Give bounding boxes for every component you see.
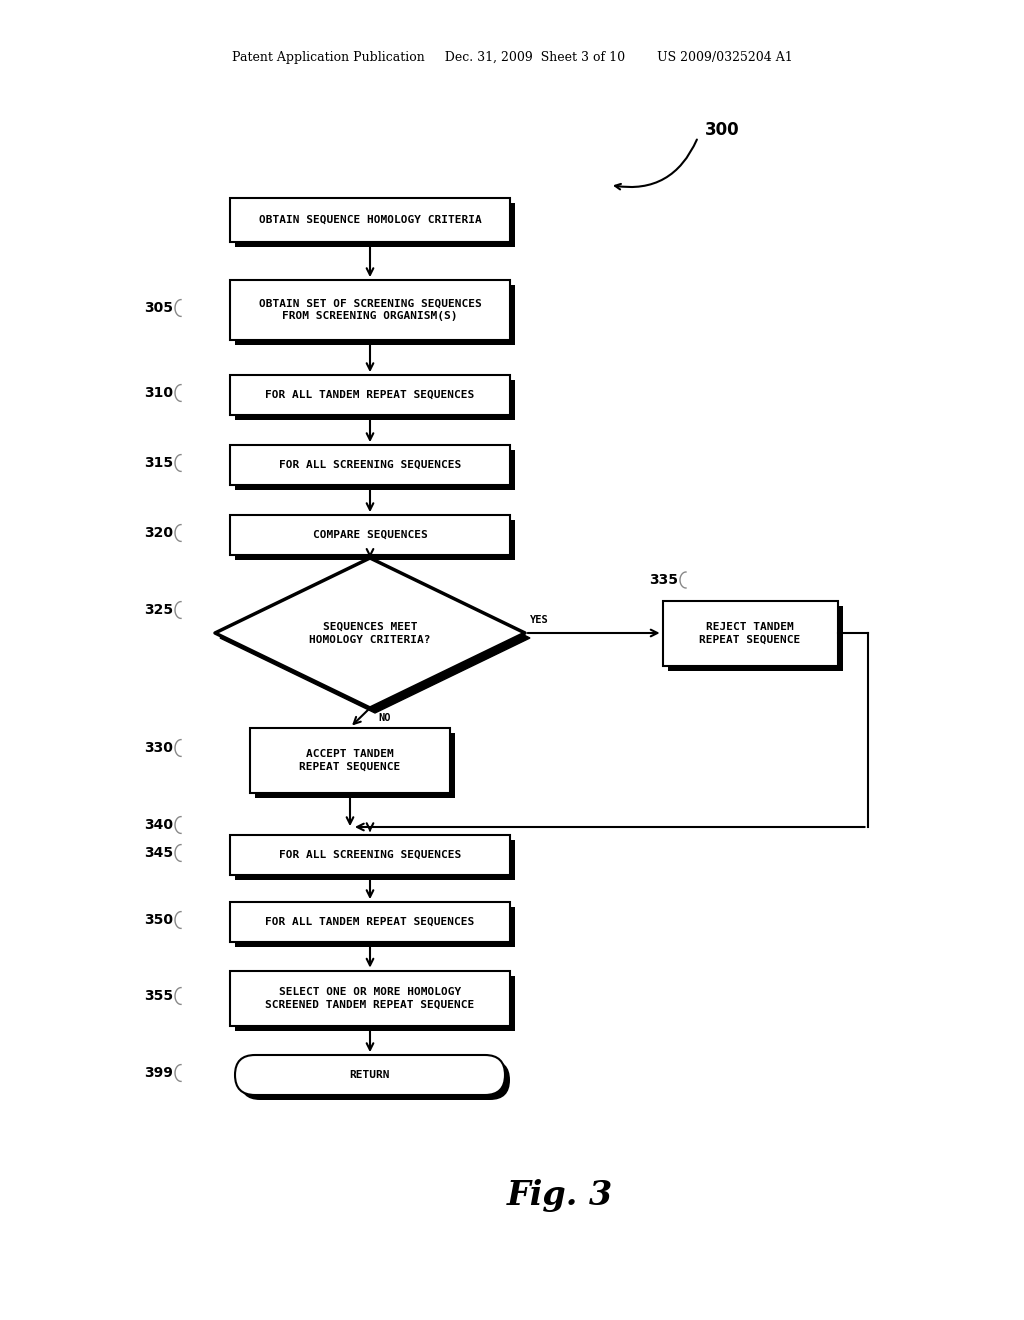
Bar [234,907,515,946]
Bar [234,520,515,560]
Bar [234,285,515,345]
Text: 325: 325 [144,603,173,616]
Text: YES: YES [530,615,549,624]
Text: 310: 310 [144,385,173,400]
Text: FOR ALL TANDEM REPEAT SEQUENCES: FOR ALL TANDEM REPEAT SEQUENCES [265,917,475,927]
Bar [250,727,450,792]
Text: ACCEPT TANDEM
REPEAT SEQUENCE: ACCEPT TANDEM REPEAT SEQUENCE [299,748,400,771]
Bar [230,198,510,242]
FancyBboxPatch shape [240,1060,510,1100]
Text: 320: 320 [144,525,173,540]
Text: COMPARE SEQUENCES: COMPARE SEQUENCES [312,531,427,540]
Text: REJECT TANDEM
REPEAT SEQUENCE: REJECT TANDEM REPEAT SEQUENCE [699,622,801,644]
Bar [230,970,510,1026]
Text: Fig. 3: Fig. 3 [507,1179,613,1212]
Text: SEQUENCES MEET
HOMOLOGY CRITERIA?: SEQUENCES MEET HOMOLOGY CRITERIA? [309,622,431,644]
Bar [234,450,515,490]
Text: 355: 355 [144,989,173,1003]
Bar [230,445,510,484]
Text: Patent Application Publication     Dec. 31, 2009  Sheet 3 of 10        US 2009/0: Patent Application Publication Dec. 31, … [231,51,793,65]
Bar [230,280,510,341]
Text: FOR ALL TANDEM REPEAT SEQUENCES: FOR ALL TANDEM REPEAT SEQUENCES [265,389,475,400]
Bar [668,606,843,671]
Text: 350: 350 [144,913,173,927]
Text: FOR ALL SCREENING SEQUENCES: FOR ALL SCREENING SEQUENCES [279,459,461,470]
Text: NO: NO [378,713,390,723]
Text: 315: 315 [144,455,173,470]
Text: 340: 340 [144,818,173,832]
Polygon shape [215,558,525,708]
Text: OBTAIN SET OF SCREENING SEQUENCES
FROM SCREENING ORGANISM(S): OBTAIN SET OF SCREENING SEQUENCES FROM S… [259,298,481,321]
FancyBboxPatch shape [234,1055,505,1096]
Text: 305: 305 [144,301,173,315]
Polygon shape [220,564,530,713]
Text: 345: 345 [144,846,173,861]
Bar [663,601,838,665]
Bar [230,836,510,875]
Bar [234,203,515,247]
Text: SELECT ONE OR MORE HOMOLOGY
SCREENED TANDEM REPEAT SEQUENCE: SELECT ONE OR MORE HOMOLOGY SCREENED TAN… [265,987,475,1010]
Text: 399: 399 [144,1067,173,1080]
Bar [234,840,515,880]
Bar [230,902,510,942]
Bar [234,380,515,420]
Text: 300: 300 [705,121,739,139]
Text: RETURN: RETURN [350,1071,390,1080]
Bar [255,733,455,797]
Text: FOR ALL SCREENING SEQUENCES: FOR ALL SCREENING SEQUENCES [279,850,461,861]
Text: 330: 330 [144,741,173,755]
Bar [230,375,510,414]
Bar [230,515,510,554]
Bar [234,975,515,1031]
Text: OBTAIN SEQUENCE HOMOLOGY CRITERIA: OBTAIN SEQUENCE HOMOLOGY CRITERIA [259,215,481,224]
Text: 335: 335 [649,573,678,587]
